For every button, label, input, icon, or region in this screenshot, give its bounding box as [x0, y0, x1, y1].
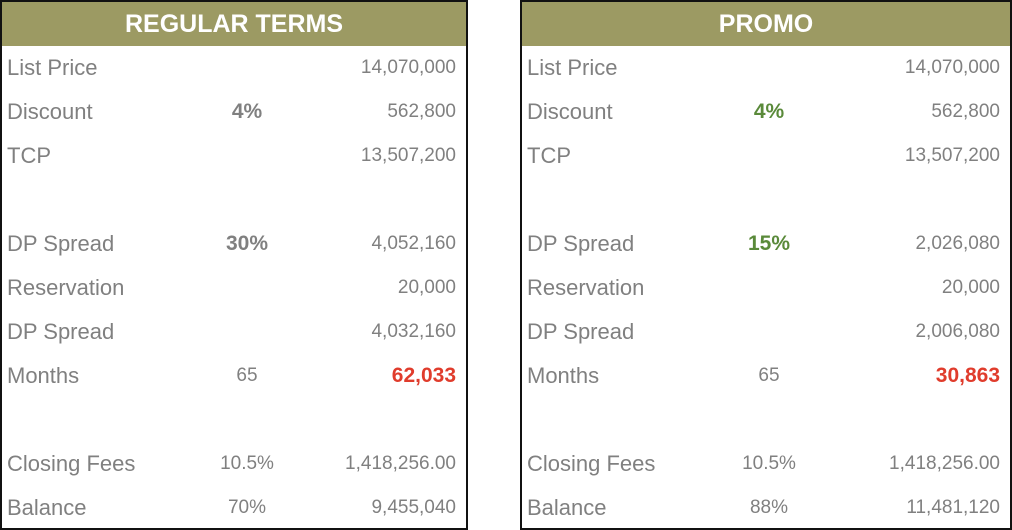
- row-label: Balance: [527, 495, 607, 520]
- table: REGULAR TERMS List Price 14,070,000 Discoun…: [0, 0, 468, 530]
- row-rate: 30%: [225, 232, 269, 255]
- row-rate: 10.5%: [742, 453, 796, 474]
- row-value: 2,006,080: [915, 321, 1000, 342]
- row-value: 14,070,000: [360, 57, 456, 78]
- row-label: Closing Fees: [7, 451, 136, 476]
- row-value: 30,863: [935, 364, 1000, 387]
- row-label: DP Spread: [527, 319, 635, 344]
- table-title: REGULAR TERMS: [2, 2, 466, 46]
- row-label: TCP: [527, 143, 571, 168]
- row-rate: 4%: [753, 100, 785, 123]
- row-label: Months: [527, 363, 600, 388]
- row-value: 562,800: [387, 101, 456, 122]
- row-rate: 65: [758, 365, 780, 386]
- row-value: 9,455,040: [371, 497, 456, 518]
- row-label: Months: [7, 363, 80, 388]
- row-value: 2,026,080: [915, 233, 1000, 254]
- table: PROMO List Price 14,070,000 Discount 4% 562,8…: [520, 0, 1012, 530]
- row-value: 13,507,200: [904, 145, 1000, 166]
- row-label: DP Spread: [7, 231, 115, 256]
- row-label: Closing Fees: [527, 451, 656, 476]
- row-label: DP Spread: [527, 231, 635, 256]
- row-label: Balance: [7, 495, 87, 520]
- row-rate: 65: [236, 365, 258, 386]
- row-rate: 10.5%: [220, 453, 274, 474]
- row-value: 62,033: [391, 364, 456, 387]
- row-label: Reservation: [527, 275, 645, 300]
- row-rate: 15%: [747, 232, 791, 255]
- row-rate: 4%: [231, 100, 263, 123]
- row-value: 562,800: [931, 101, 1000, 122]
- row-label: List Price: [527, 55, 618, 80]
- row-rate: 70%: [227, 497, 267, 518]
- row-value: 4,052,160: [371, 233, 456, 254]
- row-label: Reservation: [7, 275, 125, 300]
- row-label: List Price: [7, 55, 98, 80]
- row-label: Discount: [527, 99, 613, 124]
- row-value: 1,418,256.00: [345, 453, 456, 474]
- row-value: 11,481,120: [906, 497, 1000, 518]
- row-value: 4,032,160: [371, 321, 456, 342]
- row-value: 20,000: [941, 277, 1000, 298]
- row-value: 14,070,000: [904, 57, 1000, 78]
- table-title: PROMO: [522, 2, 1010, 46]
- row-label: DP Spread: [7, 319, 115, 344]
- row-value: 13,507,200: [360, 145, 456, 166]
- row-label: TCP: [7, 143, 51, 168]
- row-rate: 88%: [749, 497, 789, 518]
- row-value: 20,000: [397, 277, 456, 298]
- row-label: Discount: [7, 99, 93, 124]
- row-value: 1,418,256.00: [889, 453, 1000, 474]
